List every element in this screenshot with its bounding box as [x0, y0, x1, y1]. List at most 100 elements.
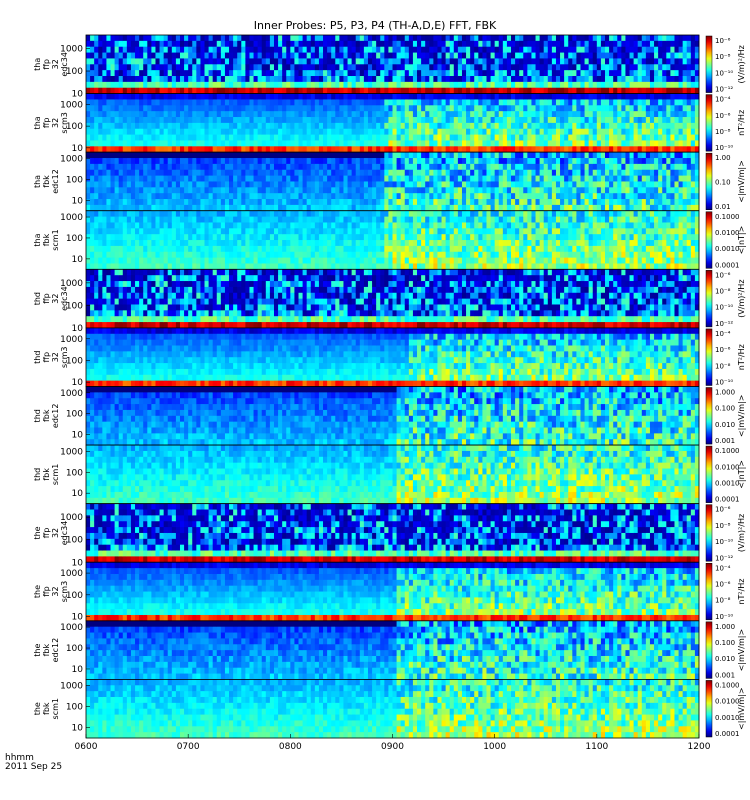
colorbar	[705, 504, 713, 562]
colorbar-tick: 0.01	[715, 203, 731, 211]
colorbar-tick: 0.0010	[715, 479, 740, 487]
colorbar-tick: 10⁻¹⁰	[715, 613, 733, 621]
y-tick-label: 1000	[60, 279, 83, 289]
colorbar-tick: 10⁻⁶	[715, 580, 731, 588]
footer-date: 2011 Sep 25	[5, 762, 63, 772]
panel-ylabel: 32	[51, 352, 60, 362]
panel-ylabel: 32	[51, 294, 60, 304]
y-tick-label: 100	[66, 536, 83, 546]
colorbar-tick: 0.100	[715, 405, 735, 413]
colorbar-tick: 0.10	[715, 178, 731, 186]
x-tick-label: 0600	[75, 742, 98, 752]
colorbar-tick: 0.100	[715, 639, 735, 647]
colorbar-tick: 0.010	[715, 421, 735, 429]
colorbar	[705, 328, 713, 386]
colorbar-tick: 10⁻⁶	[715, 112, 731, 120]
y-tick-label: 100	[66, 591, 83, 601]
colorbar-tick: 0.1000	[715, 213, 740, 221]
colorbar-tick: 10⁻⁴	[715, 564, 731, 572]
colorbar	[705, 152, 713, 211]
colorbar-label: (V/m)²/Hz	[737, 45, 746, 83]
panel-tha-ffp-32-edc34: 10 100 1000 tha ffp 32 edc34 10⁻⁶ 10⁻⁸ 10⁻¹⁰ 10⁻¹²…	[33, 34, 746, 100]
y-tick-label: 100	[66, 410, 83, 420]
panel-ylabel: ffp	[42, 293, 51, 304]
panel-thd-fbk-scm1: 10 100 1000 thd fbk scm1 0.1000 0.0100 0.0010 0.0…	[33, 444, 746, 505]
colorbar-tick: 0.0001	[715, 730, 740, 738]
colorbar-label: (V/m)²/Hz	[737, 514, 746, 552]
colorbar-tick: 0.0100	[715, 698, 740, 706]
y-tick-label: 10	[72, 431, 84, 441]
colorbar-tick: 0.0001	[715, 261, 740, 269]
panel-ylabel: thd	[33, 351, 42, 364]
y-tick-label: 1000	[60, 623, 83, 633]
panel-ylabel: scm3	[60, 346, 69, 367]
colorbar-tick: 1.000	[715, 623, 735, 631]
colorbar-tick: 10⁻¹²	[715, 320, 733, 328]
y-tick-label: 10	[72, 144, 84, 154]
panel-the-ffp-32-scm3: 10 100 1000 the ffp 32 scm3 10⁻⁴ 10⁻⁶ 10⁻⁸ 10⁻¹⁰ nT…	[33, 561, 746, 622]
panel-ylabel: tha	[33, 175, 42, 188]
y-tick-label: 100	[66, 356, 83, 366]
panel-ylabel: the	[33, 585, 42, 598]
colorbar-tick: 10⁻⁸	[715, 128, 731, 136]
panel-ylabel: the	[33, 643, 42, 656]
panel-ylabel: tha	[33, 58, 42, 71]
panel-thd-fbk-edc12: 10 100 1000 thd fbk edc12 1.000 0.100 0.010 0.001…	[33, 386, 746, 446]
panel-ylabel: thd	[33, 409, 42, 422]
colorbar-tick: 0.0010	[715, 245, 740, 253]
panel-ylabel: fbk	[42, 468, 51, 481]
footer-units: hhmm	[5, 753, 34, 763]
panel-the-fbk-scm1: 10 100 1000 the fbk scm1 0.1000 0.0100 0.0010 0.0…	[33, 679, 746, 739]
colorbar-tick: 10⁻⁴	[715, 330, 731, 338]
colorbar-tick: 10⁻¹⁰	[715, 538, 733, 546]
panel-ylabel: fbk	[42, 175, 51, 188]
panel-ylabel: ffp	[42, 118, 51, 129]
y-tick-label: 1000	[60, 335, 83, 345]
panel-ylabel: edc34	[60, 286, 69, 311]
panel-ylabel: ffp	[42, 59, 51, 70]
y-tick-label: 10	[72, 255, 84, 265]
panel-ylabel: fbk	[42, 409, 51, 422]
page-title: Inner Probes: P5, P3, P4 (TH-A,D,E) FFT,…	[253, 19, 497, 32]
panel-ylabel: ffp	[42, 528, 51, 539]
colorbar	[705, 270, 713, 328]
colorbar-tick: 10⁻¹⁰	[715, 379, 733, 387]
panel-ylabel: tha	[33, 233, 42, 246]
colorbar-label: (V/m)²/Hz	[737, 279, 746, 317]
colorbar-label: <|mV/m|>	[737, 160, 746, 203]
colorbar-tick: 10⁻⁸	[715, 362, 731, 370]
colorbar-tick: 10⁻⁶	[715, 37, 731, 45]
colorbar-label: <|mV/m|>	[737, 687, 746, 730]
colorbar	[705, 94, 713, 152]
y-tick-label: 1000	[60, 682, 83, 692]
y-tick-label: 100	[66, 644, 83, 654]
panel-ylabel: the	[33, 526, 42, 539]
y-tick-label: 10	[72, 558, 84, 568]
x-tick-label: 1200	[688, 742, 711, 752]
colorbar-tick: 10⁻⁸	[715, 522, 731, 530]
y-tick-label: 1000	[60, 154, 83, 164]
panel-ylabel: tha	[33, 116, 42, 129]
panel-ylabel: scm1	[51, 698, 60, 719]
colorbar	[705, 445, 713, 503]
panel-ylabel: fbk	[42, 643, 51, 656]
colorbar-tick: 0.001	[715, 671, 735, 679]
panel-ylabel: edc12	[51, 169, 60, 194]
colorbar-label: <|mV/m|>	[737, 395, 746, 438]
panel-ylabel: ffp	[42, 352, 51, 363]
y-tick-label: 10	[72, 196, 84, 206]
colorbar-tick: 10⁻¹⁰	[715, 304, 733, 312]
panel-ylabel: thd	[33, 292, 42, 305]
y-tick-label: 1000	[60, 447, 83, 457]
colorbar-tick: 10⁻⁴	[715, 96, 731, 104]
panel-ylabel: 32	[51, 59, 60, 69]
y-tick-label: 1000	[60, 569, 83, 579]
colorbar	[705, 211, 713, 269]
panel-ylabel: scm1	[51, 229, 60, 250]
y-tick-label: 1000	[60, 513, 83, 523]
panel-thd-ffp-32-edc34: 10 100 1000 thd ffp 32 edc34 10⁻⁶ 10⁻⁸ 10⁻¹⁰ 10⁻¹²…	[33, 268, 746, 334]
panel-tha-fbk-scm1: 10 100 1000 tha fbk scm1 0.1000 0.0100 0.0010 0.0…	[33, 210, 746, 270]
panel-ylabel: edc34	[60, 52, 69, 77]
panel-ylabel: 32	[51, 586, 60, 596]
panel-ylabel: scm3	[60, 112, 69, 133]
